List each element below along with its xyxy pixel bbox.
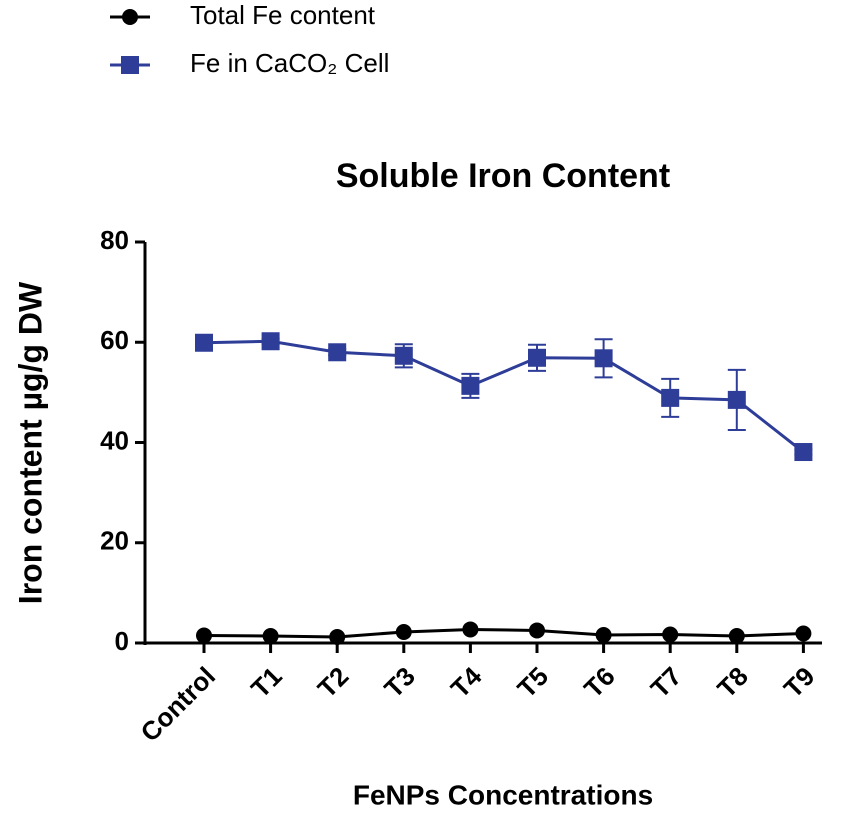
series-line — [203, 339, 805, 454]
marker — [528, 348, 546, 367]
marker — [329, 628, 346, 645]
marker — [328, 343, 347, 362]
chart-title: Soluble Iron Content — [336, 157, 670, 195]
marker — [595, 626, 612, 643]
y-tick-label: 0 — [115, 626, 129, 656]
y-axis-title: Iron content µg/g DW — [12, 281, 48, 604]
marker — [662, 626, 679, 643]
x-tick-label: T1 — [245, 661, 288, 704]
marker — [795, 625, 812, 642]
x-axis-title: FeNPs Concentrations — [353, 779, 653, 810]
x-tick-label: T5 — [511, 661, 554, 704]
x-tick-label: T8 — [711, 661, 754, 704]
marker — [394, 346, 413, 365]
marker — [122, 9, 138, 25]
marker — [121, 56, 139, 74]
x-tick-label: Control — [135, 661, 222, 748]
y-tick-label: 80 — [100, 225, 129, 255]
x-tick-label: T2 — [312, 661, 355, 704]
x-tick-label: T7 — [645, 661, 688, 704]
marker — [462, 621, 479, 638]
marker — [261, 332, 280, 351]
legend-label: Fe in CaCO₂ Cell — [190, 48, 389, 78]
x-tick-label: T3 — [378, 661, 421, 704]
x-tick-label: T4 — [445, 661, 488, 704]
legend-label: Total Fe content — [190, 0, 376, 30]
marker — [594, 349, 613, 368]
marker — [794, 443, 813, 462]
marker — [727, 390, 746, 409]
x-tick-label: T9 — [778, 661, 821, 704]
marker — [661, 388, 680, 407]
marker — [196, 627, 212, 644]
marker — [395, 623, 412, 640]
x-tick-label: T6 — [578, 661, 621, 704]
y-tick-label: 20 — [100, 526, 129, 556]
marker — [529, 622, 545, 639]
marker — [262, 627, 279, 644]
marker — [728, 627, 745, 644]
series-line — [203, 627, 804, 639]
y-tick-label: 60 — [100, 325, 129, 355]
marker — [461, 376, 480, 395]
marker — [195, 333, 213, 352]
y-tick-label: 40 — [100, 425, 129, 455]
